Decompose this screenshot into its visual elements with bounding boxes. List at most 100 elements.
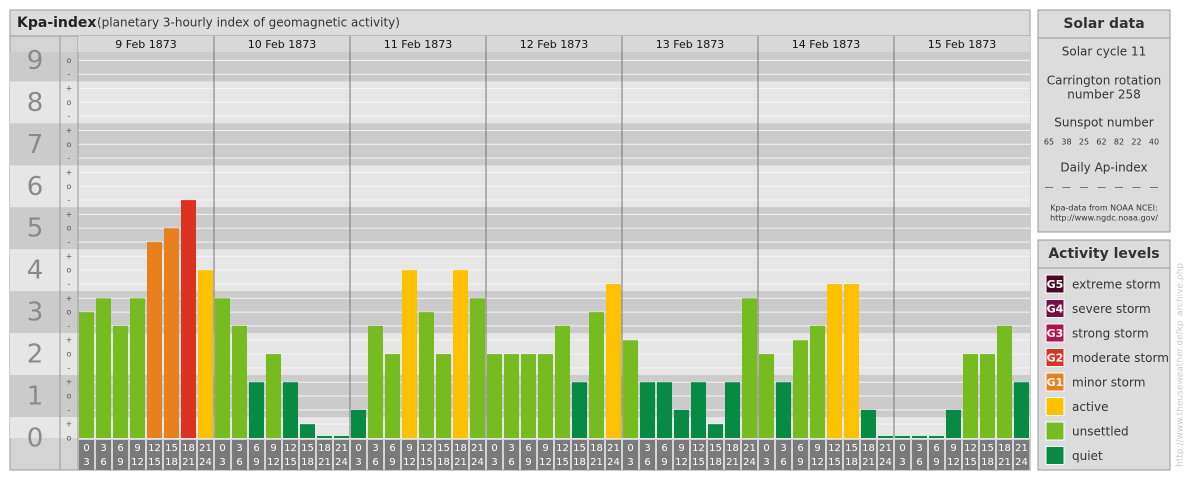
hour-box (997, 440, 1012, 470)
hour-box (810, 440, 825, 470)
hour-box (113, 440, 128, 470)
bar (453, 270, 468, 438)
bar (283, 382, 298, 438)
bar (929, 436, 944, 438)
hour-box (589, 440, 604, 470)
bar (215, 298, 230, 438)
hour-box (79, 440, 94, 470)
hour-start: 0 (627, 443, 633, 454)
hour-start: 12 (284, 443, 297, 454)
hour-start: 3 (780, 443, 786, 454)
sunspot-value: 82 (1114, 138, 1124, 147)
bar (827, 284, 842, 438)
hour-end: 24 (471, 457, 484, 468)
hour-box (130, 440, 145, 470)
hour-end: 9 (661, 457, 667, 468)
hour-start: 21 (607, 443, 620, 454)
y-tick-label: 3 (27, 298, 44, 328)
hour-box (232, 440, 247, 470)
hour-box (164, 440, 179, 470)
hour-end: 3 (763, 457, 769, 468)
hour-box (793, 440, 808, 470)
y-tick-label: 1 (27, 382, 44, 412)
hour-box (504, 440, 519, 470)
hour-box (640, 440, 655, 470)
bar (385, 354, 400, 438)
hour-start: 9 (406, 443, 412, 454)
y-minor-label: - (68, 363, 71, 372)
hour-start: 6 (661, 443, 667, 454)
bar (946, 409, 961, 438)
bar (810, 325, 825, 438)
y-minor-label: - (68, 196, 71, 205)
hour-end: 15 (284, 457, 297, 468)
y-minor-label: o (67, 350, 72, 359)
hour-start: 0 (355, 443, 361, 454)
hour-start: 12 (964, 443, 977, 454)
ap-value: — (1045, 183, 1054, 193)
bar (368, 325, 383, 438)
hour-end: 12 (131, 457, 144, 468)
hour-start: 3 (916, 443, 922, 454)
hour-start: 3 (372, 443, 378, 454)
bar (317, 436, 332, 438)
y-minor-label: - (68, 70, 71, 79)
legend-label: extreme storm (1072, 278, 1161, 292)
y-minor-label: o (67, 392, 72, 401)
legend-label: active (1072, 400, 1108, 414)
legend-swatch (1045, 421, 1065, 441)
bar (521, 354, 536, 438)
bar (130, 298, 145, 438)
hour-box (385, 440, 400, 470)
bar (300, 424, 315, 438)
bar (164, 228, 179, 438)
hour-start: 15 (165, 443, 178, 454)
hour-start: 21 (879, 443, 892, 454)
bar (147, 242, 162, 438)
bar (198, 270, 213, 438)
y-minor-label: + (66, 336, 73, 345)
bar (79, 312, 94, 438)
hour-box (351, 440, 366, 470)
bar (419, 312, 434, 438)
hour-end: 6 (780, 457, 786, 468)
hour-start: 0 (219, 443, 225, 454)
hour-end: 6 (644, 457, 650, 468)
source: Kpa-data from NOAA NCEI: (1050, 204, 1157, 213)
hour-end: 24 (1015, 457, 1028, 468)
levels-title: Activity levels (1048, 246, 1159, 262)
hour-start: 18 (318, 443, 331, 454)
hour-box (1014, 440, 1029, 470)
hour-end: 15 (964, 457, 977, 468)
bar (249, 382, 264, 438)
hour-end: 21 (454, 457, 467, 468)
hour-start: 18 (862, 443, 875, 454)
hour-end: 9 (117, 457, 123, 468)
hour-end: 21 (182, 457, 195, 468)
hour-end: 21 (318, 457, 331, 468)
bar (963, 354, 978, 438)
legend-badge: G1 (1047, 376, 1064, 389)
day-label: 13 Feb 1873 (656, 38, 724, 51)
hour-end: 15 (420, 457, 433, 468)
bar (793, 340, 808, 438)
hour-box (470, 440, 485, 470)
legend-swatch (1045, 446, 1065, 465)
hour-end: 6 (508, 457, 514, 468)
sunspot-value: 22 (1131, 138, 1141, 147)
hour-box (861, 440, 876, 470)
day-header (78, 36, 1030, 52)
hour-box (147, 440, 162, 470)
hour-start: 21 (1015, 443, 1028, 454)
title-bar (9, 9, 1031, 37)
hour-end: 9 (525, 457, 531, 468)
hour-start: 15 (573, 443, 586, 454)
hour-end: 21 (590, 457, 603, 468)
hour-box (776, 440, 791, 470)
hour-end: 18 (981, 457, 994, 468)
hour-end: 12 (403, 457, 416, 468)
hour-box (317, 440, 332, 470)
legend-label: unsettled (1072, 425, 1129, 439)
hour-start: 21 (743, 443, 756, 454)
hour-box (844, 440, 859, 470)
